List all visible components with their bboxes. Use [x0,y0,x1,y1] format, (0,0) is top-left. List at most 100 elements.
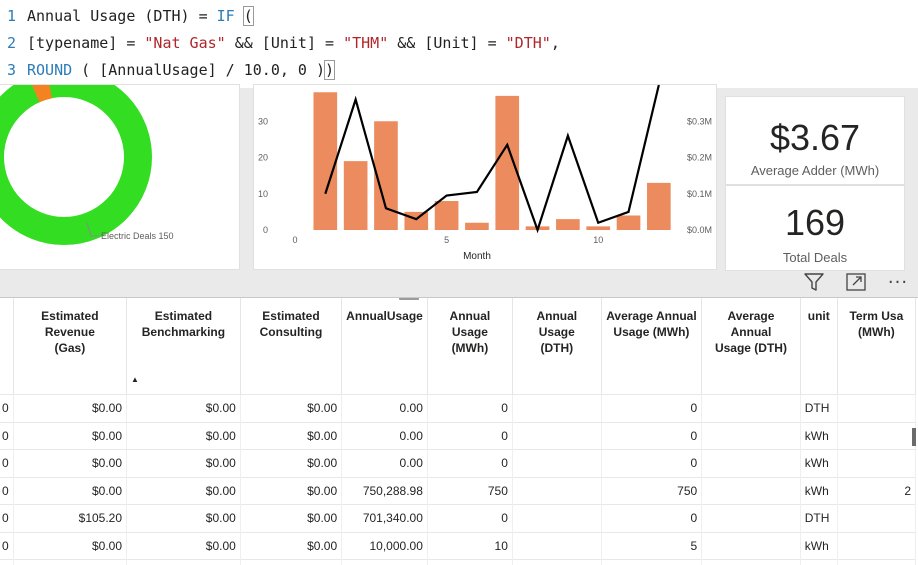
focus-mode-icon [845,271,867,293]
column-header[interactable]: Estimated Consulting [240,298,341,395]
focus-mode-button[interactable] [844,270,868,294]
table-cell: 0 [601,505,701,533]
data-table: Estimated Revenue (Gas)Estimated Benchma… [0,298,916,565]
column-header[interactable]: Annual Usage (DTH) [512,298,601,395]
bar[interactable] [495,96,519,230]
table-cell: $0.00 [240,450,341,478]
table-cell: 750 [427,477,512,505]
table-cell [512,560,601,565]
x-tick-label: 0 [292,235,297,245]
table-cell: 0 [0,532,13,560]
formula-text: ( [AnnualUsage] / 10.0, 0 ) [72,61,325,79]
average-adder-card[interactable]: $3.67 Average Adder (MWh) [725,96,905,185]
formula-text: Annual Usage (DTH) = [27,7,217,25]
table-cell: $0.00 [127,505,241,533]
formula-text: && [Unit] = [226,34,343,52]
vertical-scrollbar[interactable] [911,338,916,563]
table-cell: $0.00 [127,395,241,423]
table-cell: kWh [800,477,837,505]
table-cell: kWh [800,422,837,450]
donut-chart-visual[interactable]: Electric Deals 150 [0,84,240,270]
table-cell [702,560,801,565]
column-header[interactable]: Term Usa (MWh) [837,298,915,395]
formula-bracket-match: ) [325,61,334,79]
sort-ascending-icon: ▲ [131,372,139,388]
donut-slice-gas[interactable] [34,85,49,89]
formula-string: "DTH" [506,34,551,52]
table-cell: 0 [601,422,701,450]
column-header[interactable]: AnnualUsage [342,298,428,395]
table-cell: 25,000,000.00 [342,560,428,565]
x-tick-label: 5 [444,235,449,245]
bar[interactable] [313,92,337,230]
formula-line-2[interactable]: 2[typename] = "Nat Gas" && [Unit] = "THM… [0,30,560,57]
bar[interactable] [344,161,368,230]
table-cell: 750 [601,477,701,505]
formula-keyword: IF [217,7,235,25]
table-visual[interactable]: Estimated Revenue (Gas)Estimated Benchma… [0,297,918,565]
bar[interactable] [586,226,610,230]
donut-label: Electric Deals 150 [101,231,174,241]
column-header[interactable] [0,298,13,395]
column-header[interactable]: Average Annual Usage (DTH) [702,298,801,395]
table-cell [702,532,801,560]
bar[interactable] [435,201,459,230]
more-options-button[interactable]: ··· [886,270,910,294]
table-cell [702,505,801,533]
y-right-tick-label: $0.2M [687,153,712,163]
formula-text: , [551,34,560,52]
bar[interactable] [647,183,671,230]
table-cell: $0.00 [13,422,126,450]
column-header[interactable]: unit [800,298,837,395]
y-right-tick-label: $0.3M [687,116,712,126]
total-deals-card[interactable]: 169 Total Deals [725,185,905,271]
column-header[interactable]: Estimated Benchmarking▲ [127,298,241,395]
bar[interactable] [404,212,428,230]
y-left-tick-label: 10 [258,189,268,199]
table-cell [837,395,915,423]
column-header[interactable]: Estimated Revenue (Gas) [13,298,126,395]
table-cell: $0.00 [240,422,341,450]
table-cell: $0.00 [127,532,241,560]
table-cell: 0 [0,560,13,565]
table-cell: 750,288.98 [342,477,428,505]
table-cell: $0.00 [127,450,241,478]
formula-bracket-match: ( [244,7,253,25]
table-cell: 0 [0,422,13,450]
donut-slice-electric[interactable] [0,85,138,231]
table-cell: $0.00 [13,477,126,505]
y-right-tick-label: $0.1M [687,189,712,199]
scrollbar-thumb[interactable] [912,428,916,446]
table-cell: 0.00 [342,395,428,423]
table-cell: $0.00 [240,505,341,533]
table-cell: 2 [837,477,915,505]
visual-header-toolbar: ··· [802,268,910,296]
column-header[interactable]: Average Annual Usage (MWh) [601,298,701,395]
table-cell: 0 [427,395,512,423]
bar[interactable] [617,216,641,231]
table-cell [512,422,601,450]
table-cell: kWh [800,532,837,560]
filter-button[interactable] [802,270,826,294]
table-row[interactable]: 0$0.00$0.00$0.0025,000,000.0000mWh [0,560,916,565]
table-cell: 0.00 [342,450,428,478]
table-cell: $0.00 [127,422,241,450]
bar[interactable] [556,219,580,230]
table-cell: mWh [800,560,837,565]
y-left-tick-label: 0 [263,225,268,235]
average-adder-label: Average Adder (MWh) [726,163,904,178]
table-cell [512,477,601,505]
bar[interactable] [465,223,489,230]
column-header[interactable]: Annual Usage (MWh) [427,298,512,395]
